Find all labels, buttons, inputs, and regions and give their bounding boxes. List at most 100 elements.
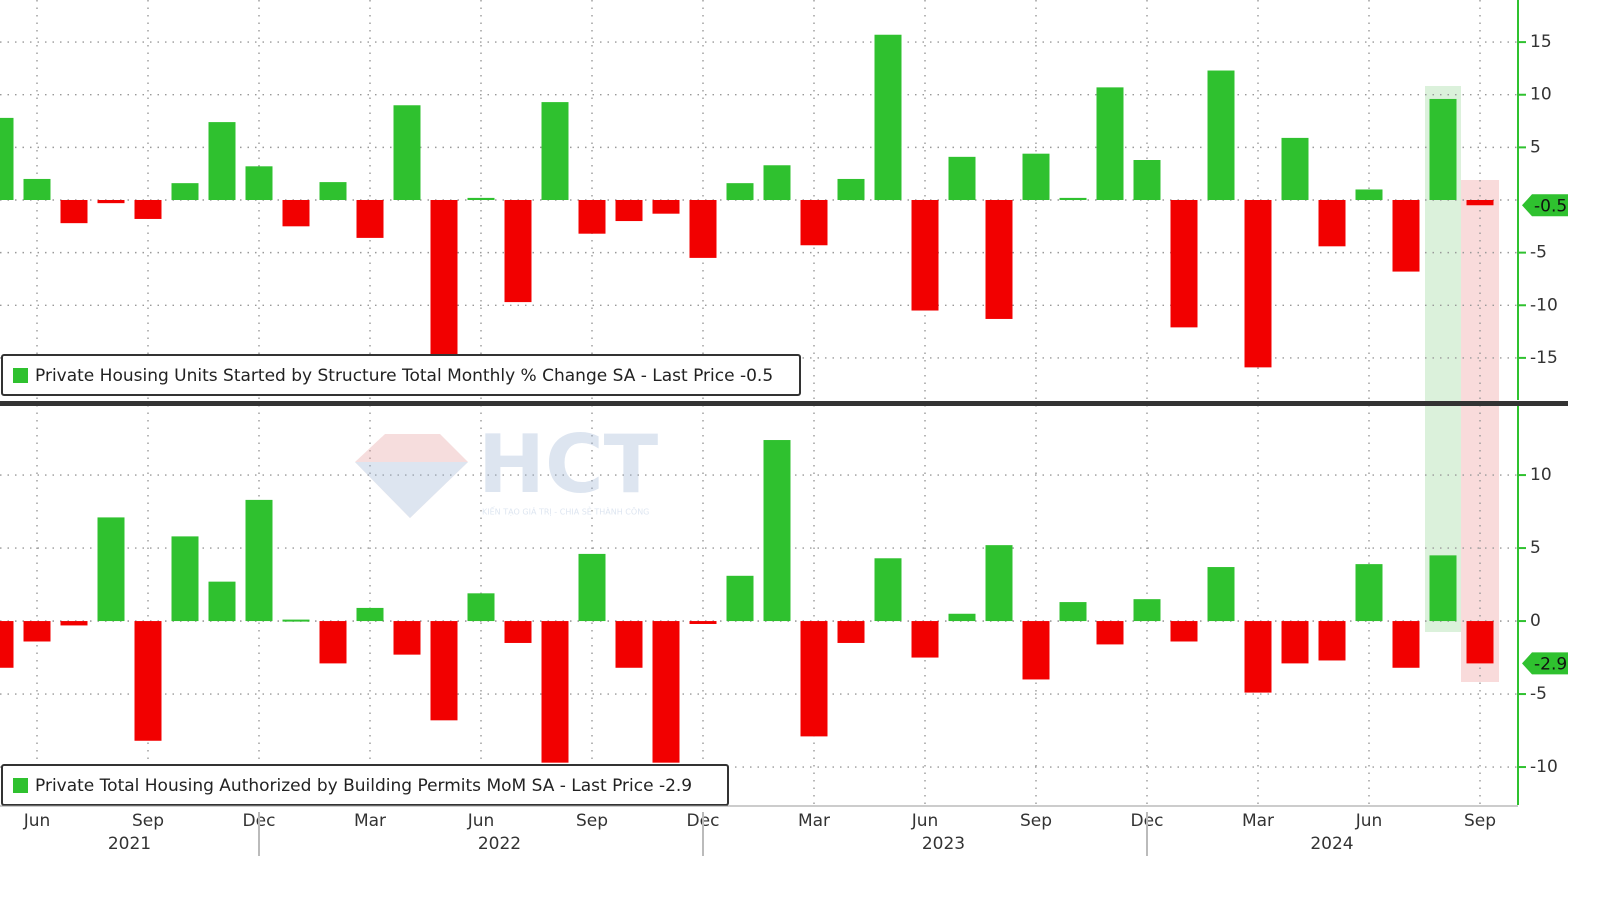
bar — [171, 536, 199, 622]
bar — [689, 621, 717, 624]
watermark-logo-shape — [355, 434, 468, 518]
bar — [97, 200, 125, 204]
x-tick-label: Jun — [1355, 811, 1383, 831]
x-tick-label: Sep — [1464, 811, 1496, 831]
bar — [245, 499, 273, 622]
bar — [134, 621, 162, 741]
last-price-label: -2.9 — [1534, 654, 1567, 674]
bar — [1059, 197, 1087, 200]
bar — [1170, 200, 1198, 328]
x-tick-label: Mar — [354, 811, 386, 831]
bar — [1355, 564, 1383, 622]
bar — [948, 156, 976, 200]
x-tick-label: Sep — [576, 811, 608, 831]
y-tick-label: 0 — [1530, 611, 1541, 631]
bar — [171, 183, 199, 200]
bar — [467, 197, 495, 200]
bar — [874, 34, 902, 200]
bar — [726, 575, 754, 622]
y-tick-label: 5 — [1530, 538, 1541, 558]
year-label: 2023 — [922, 834, 965, 854]
bar — [134, 200, 162, 219]
bar — [245, 166, 273, 200]
bar — [60, 200, 88, 224]
x-tick-label: Sep — [1020, 811, 1052, 831]
bar — [23, 621, 51, 642]
bar — [356, 607, 384, 622]
bar — [1429, 555, 1457, 622]
bar — [689, 200, 717, 258]
bar — [1392, 621, 1420, 668]
bar — [467, 593, 495, 622]
legend-box — [1, 764, 729, 806]
bar — [1281, 137, 1309, 200]
bar — [1429, 98, 1457, 200]
bar — [1244, 621, 1272, 693]
bar — [985, 200, 1013, 319]
bar — [0, 621, 14, 668]
bar — [800, 621, 828, 737]
bar — [874, 558, 902, 622]
bar — [837, 621, 865, 643]
watermark-logo: HCT — [478, 418, 659, 511]
bar — [319, 182, 347, 200]
bar — [319, 621, 347, 664]
legend-label: Private Housing Units Started by Structu… — [35, 366, 773, 386]
bar — [726, 183, 754, 200]
bar — [763, 165, 791, 200]
bar — [504, 621, 532, 643]
watermark-logo-shape — [355, 462, 468, 518]
bar — [282, 200, 310, 227]
y-tick-label: 5 — [1530, 137, 1541, 157]
bar — [1059, 602, 1087, 622]
y-tick-label: -10 — [1530, 757, 1558, 777]
x-tick-label: Mar — [1242, 811, 1274, 831]
watermark-tagline: KIẾN TẠO GIÁ TRỊ - CHIA SẺ THÀNH CÔNG — [482, 506, 649, 518]
bar — [208, 122, 236, 200]
y-tick-label: 10 — [1530, 465, 1552, 485]
bar — [615, 621, 643, 668]
bar — [1096, 621, 1124, 645]
y-tick-label: -15 — [1530, 348, 1558, 368]
year-label: 2022 — [478, 834, 521, 854]
watermark: HCT KIẾN TẠO GIÁ TRỊ - CHIA SẺ THÀNH CÔN… — [355, 418, 659, 518]
x-tick-label: Jun — [23, 811, 51, 831]
bar — [1318, 621, 1346, 661]
y-tick-label: -5 — [1530, 684, 1547, 704]
bar — [504, 200, 532, 303]
legend-label: Private Total Housing Authorized by Buil… — [35, 776, 692, 796]
last-price-tag — [1522, 652, 1568, 675]
x-tick-label: Jun — [467, 811, 495, 831]
bar — [282, 619, 310, 622]
bar — [541, 102, 569, 200]
bar — [911, 621, 939, 658]
y-tick-label: 15 — [1530, 32, 1552, 52]
bar — [430, 200, 458, 356]
last-price-label: -0.5 — [1534, 196, 1567, 216]
y-tick-label: -5 — [1530, 243, 1547, 263]
bar — [0, 117, 14, 200]
bar — [1466, 200, 1494, 206]
bar — [1355, 189, 1383, 200]
bar — [1392, 200, 1420, 272]
year-label: 2024 — [1310, 834, 1353, 854]
bar — [837, 178, 865, 200]
bar — [1133, 599, 1161, 622]
bar — [1244, 200, 1272, 368]
bar — [948, 613, 976, 622]
bar — [356, 200, 384, 238]
bar — [60, 621, 88, 626]
bar — [430, 621, 458, 721]
bar — [97, 517, 125, 622]
panel-separator — [0, 401, 1568, 406]
bar — [615, 200, 643, 222]
bar — [578, 553, 606, 622]
bar — [23, 178, 51, 200]
bar — [541, 621, 569, 763]
bar — [800, 200, 828, 246]
bar — [1318, 200, 1346, 247]
bar — [1133, 160, 1161, 200]
bar — [1022, 153, 1050, 200]
legend-box — [1, 354, 801, 396]
